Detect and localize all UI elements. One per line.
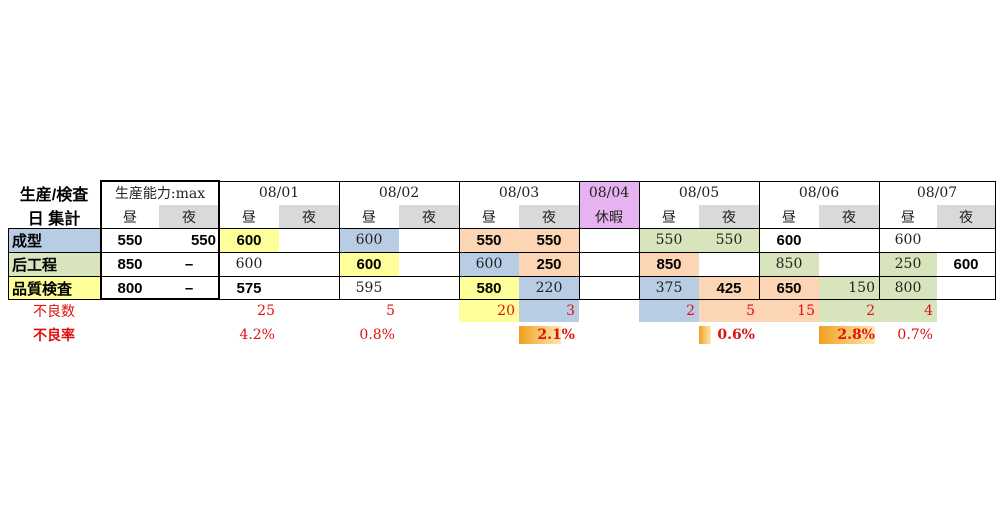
cell-quality-0807-day: 800 <box>879 276 937 300</box>
cell-quality-0801-day: 575 <box>236 279 262 297</box>
defect-count-0806-day: 15 <box>759 300 819 322</box>
defect-count-0802-day: 5 <box>386 303 395 319</box>
defect-count-0807-day: 4 <box>879 300 937 322</box>
cell-post-0807-night: 600 <box>953 255 979 273</box>
cell-quality-0802-day: 595 <box>355 280 383 296</box>
cell-post-0802-day: 600 <box>339 252 399 276</box>
cell-quality-0803-day: 580 <box>459 276 519 300</box>
shift-night-0801: 夜 <box>279 205 339 228</box>
defect-count-0803-day: 20 <box>459 300 519 322</box>
cell-molding-0803-night: 550 <box>519 228 579 252</box>
defect-rate-0806: 2.8% <box>837 327 875 343</box>
cell-molding-0802-day: 600 <box>339 228 399 252</box>
cell-quality-0805-day: 375 <box>639 276 699 300</box>
date-header-0803: 08/03 <box>498 185 540 201</box>
shift-day-0805: 昼 <box>662 209 676 226</box>
date-header-0807: 08/07 <box>916 185 958 201</box>
defect-rate-bar-0805 <box>699 326 711 344</box>
cell-molding-0807-day: 600 <box>894 232 922 248</box>
cell-post-0803-day: 600 <box>459 252 519 276</box>
cap-night-quality: – <box>184 279 194 297</box>
cell-molding-0806-day: 600 <box>776 231 802 249</box>
shift-day-0803: 昼 <box>482 209 496 226</box>
cell-quality-0805-night: 425 <box>699 276 759 300</box>
cell-molding-0801-day: 600 <box>219 228 279 252</box>
defect-count-0801-day: 25 <box>257 303 275 319</box>
defect-rate-label: 不良率 <box>33 328 75 344</box>
title-production-inspection: 生産/検査 <box>19 187 89 204</box>
date-header-0806: 08/06 <box>798 185 840 201</box>
capacity-night-header: 夜 <box>159 205 219 228</box>
defect-count-0803-night: 3 <box>519 300 579 322</box>
cap-night-post-process: – <box>184 255 194 273</box>
shift-night-0802: 夜 <box>399 205 459 228</box>
defect-count-label: 不良数 <box>33 304 75 320</box>
shift-night-0805: 夜 <box>699 205 759 228</box>
shift-day-0802: 昼 <box>362 209 376 226</box>
title-daily-summary: 日 集計 <box>27 210 81 228</box>
defect-count-0805-night: 5 <box>699 300 759 322</box>
cell-post-0805-day: 850 <box>639 252 699 276</box>
cell-quality-0806-night: 150 <box>819 276 879 300</box>
capacity-day-header: 昼 <box>123 209 137 226</box>
date-header-0802: 08/02 <box>378 185 420 201</box>
defect-rate-0805: 0.6% <box>717 327 755 343</box>
defect-rate-0807: 0.7% <box>897 327 933 343</box>
row-label-molding: 成型 <box>8 228 100 252</box>
cell-quality-0803-night: 220 <box>519 276 579 300</box>
shift-night-0807: 夜 <box>937 205 995 228</box>
defect-rate-0803: 2.1% <box>537 327 575 343</box>
defect-count-0806-night: 2 <box>819 300 879 322</box>
defect-count-0805-day: 2 <box>639 300 699 322</box>
cell-molding-0805-night: 550 <box>699 228 759 252</box>
defect-rate-0802: 0.8% <box>359 327 395 343</box>
cell-post-0806-day: 850 <box>759 252 819 276</box>
defect-rate-bar-0806 <box>819 326 875 344</box>
date-header-0805: 08/05 <box>678 185 720 201</box>
shift-night-0803: 夜 <box>519 205 579 228</box>
cap-day-quality: 800 <box>117 279 143 297</box>
cell-post-0803-night: 250 <box>519 252 579 276</box>
capacity-header: 生産能力:max <box>114 186 206 202</box>
cap-day-post-process: 850 <box>117 255 143 273</box>
shift-day-0807: 昼 <box>901 209 915 226</box>
shift-day-0806: 昼 <box>782 209 796 226</box>
row-label-quality-inspection: 品質検査 <box>8 276 100 300</box>
shift-night-0806: 夜 <box>819 205 879 228</box>
defect-rate-0801: 4.2% <box>239 327 275 343</box>
cap-day-molding: 550 <box>117 231 143 249</box>
defect-rate-bar-0803 <box>519 326 561 344</box>
cell-post-0807-day: 250 <box>879 252 937 276</box>
cell-molding-0803-day: 550 <box>459 228 519 252</box>
holiday-label: 休暇 <box>579 205 639 228</box>
date-header-0801: 08/01 <box>258 185 300 201</box>
shift-day-0801: 昼 <box>242 209 256 226</box>
date-header-0804: 08/04 <box>579 181 639 205</box>
row-label-post-process: 后工程 <box>8 252 100 276</box>
cell-quality-0806-day: 650 <box>759 276 819 300</box>
cell-post-0801-day: 600 <box>235 256 263 272</box>
cap-night-molding: 550 <box>190 231 216 249</box>
cell-molding-0805-day: 550 <box>639 228 699 252</box>
